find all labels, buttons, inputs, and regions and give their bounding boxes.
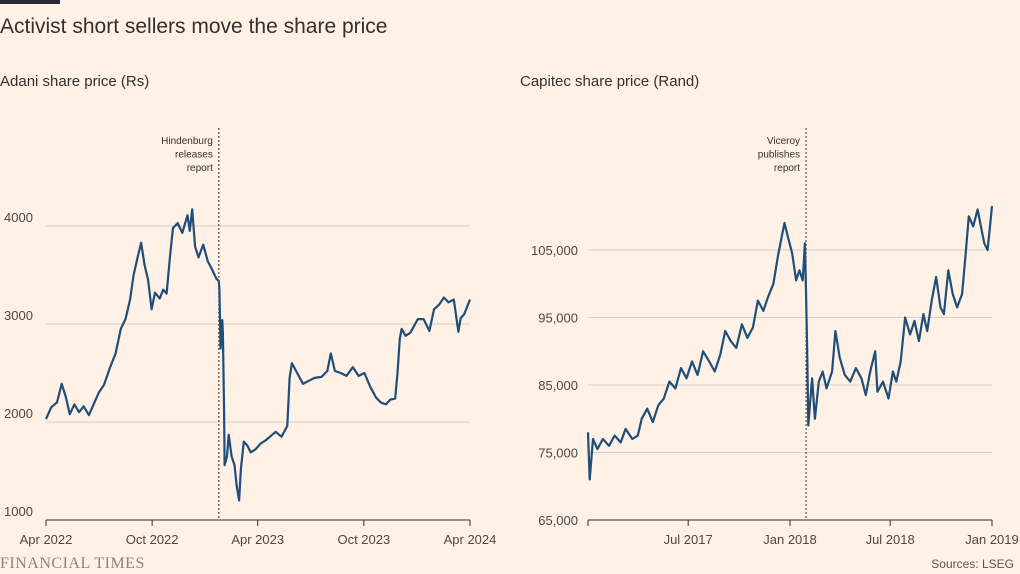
capitec-y-tick-label: 65,000 (538, 513, 578, 528)
adani-y-tick-label: 1000 (4, 504, 33, 519)
adani-annotation-text: releases (175, 150, 213, 161)
adani-chart-subtitle: Adani share price (Rs) (0, 73, 150, 90)
capitec-price-line (586, 205, 994, 481)
capitec-annotation-text: Viceroy (767, 136, 800, 147)
brand-top-rule (0, 0, 60, 4)
capitec-chart-subtitle: Capitec share price (Rand) (520, 73, 700, 90)
capitec-annotation-text: publishes (758, 150, 800, 161)
capitec-x-tick-label: Jan 2019 (965, 532, 1019, 547)
ft-brand-logo: FINANCIAL TIMES (0, 555, 145, 572)
adani-x-tick-label: Oct 2023 (337, 532, 390, 547)
adani-y-tick-label: 4000 (4, 210, 33, 225)
adani-annotation-text: report (187, 163, 213, 174)
adani-price-line (44, 208, 472, 502)
capitec-x-tick-label: Jul 2018 (866, 532, 915, 547)
adani-x-tick-label: Apr 2022 (20, 532, 73, 547)
source-note: Sources: LSEG (931, 557, 1014, 571)
capitec-annotation-text: report (774, 163, 800, 174)
capitec-y-tick-label: 85,000 (538, 378, 578, 393)
adani-y-tick-label: 2000 (4, 406, 33, 421)
capitec-x-tick-label: Jul 2017 (664, 532, 713, 547)
adani-annotation-text: Hindenburg (161, 136, 213, 147)
adani-x-tick-label: Apr 2023 (231, 532, 284, 547)
capitec-y-tick-label: 95,000 (538, 311, 578, 326)
adani-x-tick-label: Apr 2024 (444, 532, 497, 547)
capitec-x-tick-label: Jan 2018 (763, 532, 817, 547)
capitec-y-tick-label: 105,000 (531, 243, 578, 258)
adani-x-tick-label: Oct 2022 (126, 532, 179, 547)
chart-title: Activist short sellers move the share pr… (0, 15, 388, 38)
capitec-y-tick-label: 75,000 (538, 446, 578, 461)
adani-y-tick-label: 3000 (4, 308, 33, 323)
